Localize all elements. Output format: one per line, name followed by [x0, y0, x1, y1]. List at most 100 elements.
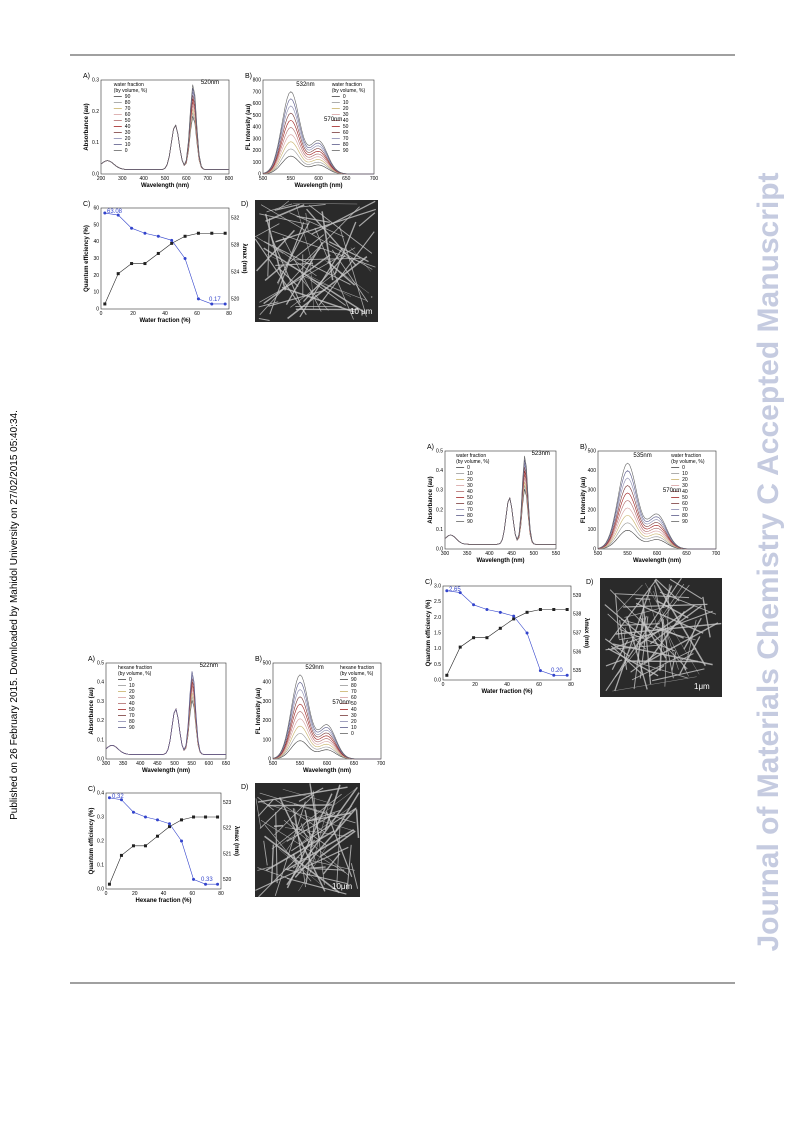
y-tick-label: 0.3: [92, 78, 99, 84]
y-tick-label: 700: [253, 89, 262, 95]
x-tick-label: 550: [623, 551, 632, 557]
y2-axis-label: λmax (nm): [233, 826, 239, 856]
x-tick-label: 350: [463, 551, 472, 557]
y-tick-label: 0.3: [436, 488, 443, 494]
x-tick-label: 80: [226, 311, 232, 317]
x-tick-label: 40: [162, 311, 168, 317]
y-tick-label: 0.5: [97, 661, 104, 667]
y-tick-label: 50: [93, 222, 99, 228]
x-tick-label: 600: [205, 761, 214, 767]
annotation: 63.08: [107, 209, 123, 215]
legend-title: (by volume, %): [340, 671, 374, 677]
x-tick-label: 40: [161, 891, 167, 897]
y-tick-label: 300: [588, 488, 597, 494]
y2-axis-label: λmax (nm): [241, 243, 247, 273]
y-tick-label: 200: [253, 148, 262, 154]
x-tick-label: 500: [530, 551, 539, 557]
y-tick-label: 0.2: [92, 109, 99, 115]
annotation: 0.20: [551, 668, 563, 674]
y-tick-label: 0.1: [92, 140, 99, 146]
annotation: 0.33: [201, 877, 213, 883]
y-tick-label: 200: [588, 507, 597, 513]
scale-bar-label: 10 μm: [350, 307, 373, 316]
x-tick-label: 300: [118, 176, 127, 182]
panel-label: B): [580, 444, 587, 451]
x-axis-label: Wavelength (nm): [142, 768, 190, 774]
x-tick-label: 80: [568, 682, 574, 688]
x-tick-label: 0: [442, 682, 445, 688]
y-tick-label: 0.1: [436, 527, 443, 533]
y-tick-label: 100: [253, 160, 262, 166]
legend-title: (by volume, %): [118, 671, 152, 677]
y-tick-label: 400: [588, 468, 597, 474]
panel-label: A): [83, 73, 90, 80]
y-axis-label: Absorbance (au): [89, 687, 95, 734]
y-tick-label: 300: [263, 699, 272, 705]
y-tick-label: 500: [253, 113, 262, 119]
x-tick-label: 700: [370, 176, 379, 182]
y-tick-label: 100: [263, 737, 272, 743]
y2-tick-label: 538: [573, 612, 582, 618]
legend-entry: 0: [351, 731, 354, 737]
x-tick-label: 400: [485, 551, 494, 557]
watermark: Journal of Materials Chemistry C Accepte…: [752, 172, 785, 951]
x-tick-label: 40: [504, 682, 510, 688]
x-tick-label: 450: [507, 551, 516, 557]
y-axis-label: FL Intensity (au): [581, 477, 587, 523]
y-tick-label: 30: [93, 256, 99, 262]
x-tick-label: 60: [536, 682, 542, 688]
x-axis-label: Wavelength (nm): [303, 768, 351, 774]
scale-bar-label: 1μm: [694, 682, 710, 691]
y-axis-label: Quantum efficiency (%): [89, 808, 95, 875]
y-tick-label: 0: [96, 307, 99, 313]
y2-tick-label: 520: [223, 877, 232, 883]
panel-label: C): [83, 201, 90, 208]
y-tick-label: 0.5: [436, 449, 443, 455]
y-tick-label: 0.1: [97, 863, 104, 869]
y-tick-label: 0.3: [97, 815, 104, 821]
y2-tick-label: 520: [231, 296, 240, 302]
sidebar-note: Published on 26 February 2015. Downloade…: [9, 410, 20, 820]
y-tick-label: 10: [93, 290, 99, 296]
panel-label: B): [245, 73, 252, 80]
x-tick-label: 550: [188, 761, 197, 767]
panel-label: A): [88, 656, 95, 663]
y-tick-label: 2.0: [434, 615, 441, 621]
x-tick-label: 500: [161, 176, 170, 182]
x-tick-label: 600: [182, 176, 191, 182]
peak-label: 523nm: [532, 451, 550, 457]
x-tick-label: 0: [100, 311, 103, 317]
x-tick-label: 350: [119, 761, 128, 767]
y-tick-label: 300: [253, 136, 262, 142]
legend-title: (by volume, %): [114, 88, 148, 94]
y-tick-label: 1.0: [434, 646, 441, 652]
x-tick-label: 700: [203, 176, 212, 182]
x-tick-label: 20: [130, 311, 136, 317]
y2-axis-label: λmax (nm): [583, 618, 589, 648]
y2-tick-label: 524: [231, 269, 240, 275]
panel-label: B): [255, 656, 262, 663]
panel-label: A): [427, 444, 434, 451]
y-tick-label: 0.4: [97, 680, 104, 686]
y-tick-label: 0.1: [97, 737, 104, 743]
y-tick-label: 0: [258, 172, 261, 178]
peak-label: 532nm: [296, 82, 314, 88]
y-axis-label: FL Intensity (au): [256, 688, 262, 734]
y2-tick-label: 522: [223, 826, 232, 832]
x-axis-label: Wavelength (nm): [476, 558, 524, 564]
y-tick-label: 0.0: [97, 887, 104, 893]
x-axis-label: Water fraction (%): [139, 318, 190, 324]
y2-tick-label: 535: [573, 668, 582, 674]
x-tick-label: 700: [377, 761, 386, 767]
legend-title: (by volume, %): [332, 88, 366, 94]
y-tick-label: 0.0: [434, 678, 441, 684]
y2-tick-label: 532: [231, 216, 240, 222]
x-tick-label: 800: [225, 176, 234, 182]
x-tick-label: 400: [139, 176, 148, 182]
x-axis-label: Water fraction (%): [481, 689, 532, 695]
y-tick-label: 40: [93, 239, 99, 245]
y-tick-label: 200: [263, 718, 272, 724]
y-tick-label: 500: [263, 661, 272, 667]
y2-tick-label: 536: [573, 649, 582, 655]
